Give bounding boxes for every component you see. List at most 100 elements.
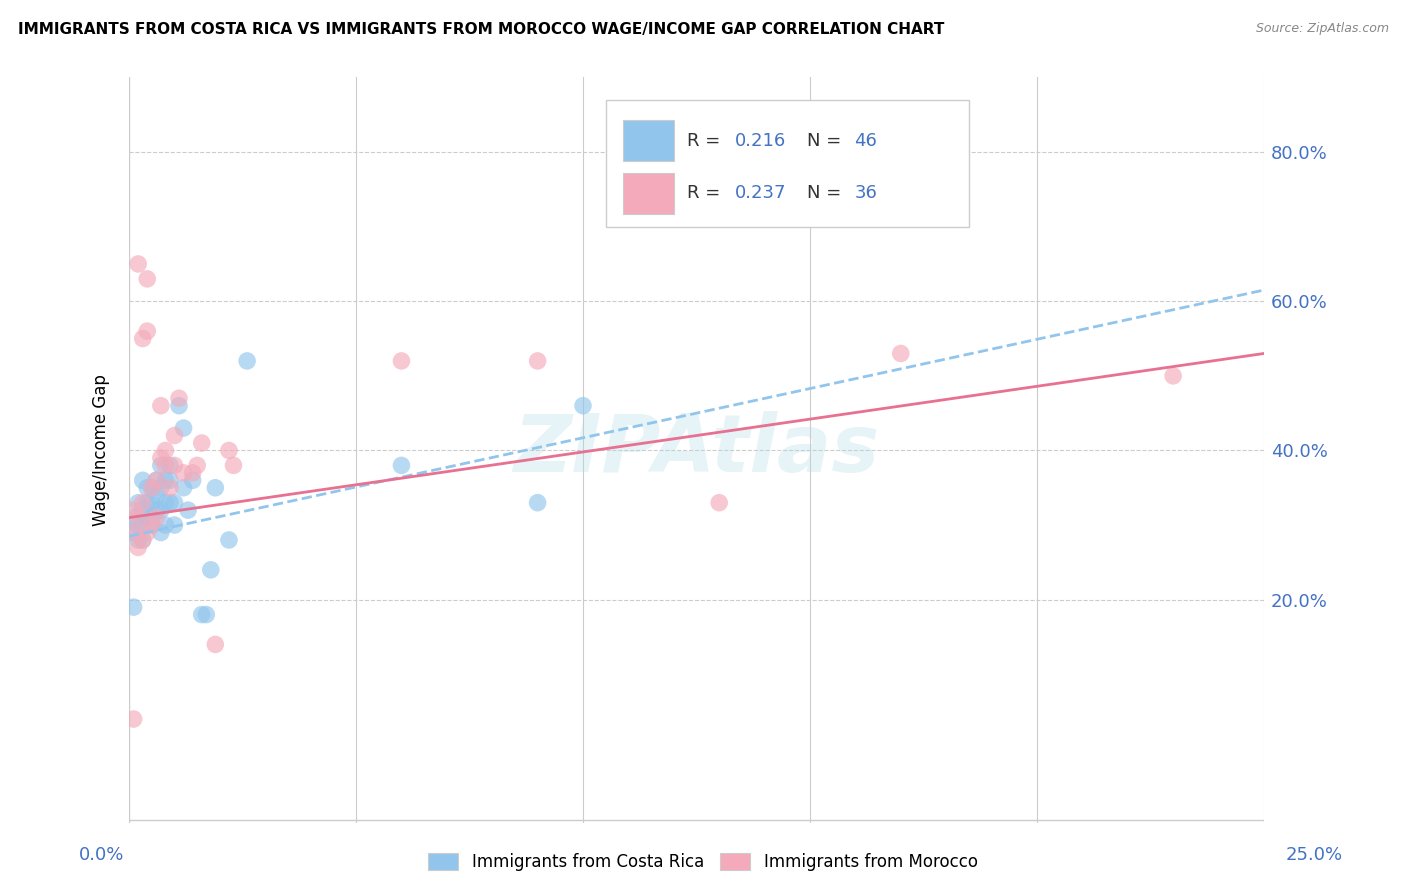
Text: 46: 46 — [855, 132, 877, 150]
Point — [890, 346, 912, 360]
Point — [122, 525, 145, 540]
Point — [141, 518, 163, 533]
Bar — [623, 120, 673, 161]
Point — [141, 481, 163, 495]
Point — [136, 481, 159, 495]
Point — [155, 473, 177, 487]
Point — [159, 473, 181, 487]
Point — [145, 503, 167, 517]
Text: ZIPAtlas: ZIPAtlas — [513, 411, 880, 490]
Text: N =: N = — [807, 184, 846, 202]
Point — [572, 399, 595, 413]
Point — [222, 458, 245, 473]
Point — [131, 496, 153, 510]
Point — [136, 510, 159, 524]
Point — [122, 510, 145, 524]
Point — [122, 600, 145, 615]
Point — [173, 421, 195, 435]
Point — [136, 496, 159, 510]
Point — [155, 496, 177, 510]
Point — [167, 399, 190, 413]
Point — [131, 473, 153, 487]
Point — [136, 272, 159, 286]
Point — [163, 458, 186, 473]
Point — [159, 458, 181, 473]
Point — [204, 481, 226, 495]
Point — [136, 525, 159, 540]
Point — [391, 354, 413, 368]
Text: 0.216: 0.216 — [735, 132, 786, 150]
Point — [218, 533, 240, 547]
Point — [127, 510, 149, 524]
Point — [173, 481, 195, 495]
Text: R =: R = — [688, 184, 727, 202]
Point — [127, 496, 149, 510]
Text: 0.0%: 0.0% — [79, 846, 124, 863]
Point — [391, 458, 413, 473]
Point — [141, 510, 163, 524]
Point — [145, 473, 167, 487]
Point — [155, 458, 177, 473]
Text: 36: 36 — [855, 184, 877, 202]
Point — [709, 496, 731, 510]
Point — [127, 533, 149, 547]
Point — [131, 332, 153, 346]
Point — [195, 607, 218, 622]
Point — [163, 428, 186, 442]
Point — [163, 518, 186, 533]
Text: 0.237: 0.237 — [735, 184, 786, 202]
Point — [155, 443, 177, 458]
Point — [127, 541, 149, 555]
Point — [149, 450, 172, 465]
Bar — [623, 172, 673, 213]
Text: R =: R = — [688, 132, 727, 150]
Point — [122, 712, 145, 726]
Point — [141, 518, 163, 533]
FancyBboxPatch shape — [606, 100, 969, 227]
Text: 25.0%: 25.0% — [1286, 846, 1343, 863]
Point — [136, 324, 159, 338]
Point — [204, 637, 226, 651]
Point — [149, 458, 172, 473]
Point — [155, 518, 177, 533]
Point — [181, 466, 204, 480]
Point — [149, 399, 172, 413]
Point — [163, 496, 186, 510]
Point — [526, 496, 548, 510]
Point — [131, 533, 153, 547]
Point — [131, 518, 153, 533]
Point — [218, 443, 240, 458]
Point — [131, 533, 153, 547]
Point — [145, 510, 167, 524]
Point — [1161, 368, 1184, 383]
Point — [122, 525, 145, 540]
Point — [526, 354, 548, 368]
Point — [145, 488, 167, 502]
Point — [181, 473, 204, 487]
Text: IMMIGRANTS FROM COSTA RICA VS IMMIGRANTS FROM MOROCCO WAGE/INCOME GAP CORRELATIO: IMMIGRANTS FROM COSTA RICA VS IMMIGRANTS… — [18, 22, 945, 37]
Point — [145, 473, 167, 487]
Y-axis label: Wage/Income Gap: Wage/Income Gap — [93, 375, 110, 526]
Point — [149, 525, 172, 540]
Legend: Immigrants from Costa Rica, Immigrants from Morocco: Immigrants from Costa Rica, Immigrants f… — [420, 845, 986, 880]
Point — [127, 518, 149, 533]
Point — [236, 354, 259, 368]
Text: N =: N = — [807, 132, 846, 150]
Point — [159, 481, 181, 495]
Point — [167, 391, 190, 405]
Point — [141, 496, 163, 510]
Text: Source: ZipAtlas.com: Source: ZipAtlas.com — [1256, 22, 1389, 36]
Point — [200, 563, 222, 577]
Point — [159, 496, 181, 510]
Point — [149, 503, 172, 517]
Point — [122, 503, 145, 517]
Point — [173, 466, 195, 480]
Point — [186, 458, 208, 473]
Point — [190, 607, 212, 622]
Point — [149, 481, 172, 495]
Point — [190, 436, 212, 450]
Point — [131, 503, 153, 517]
Point — [141, 481, 163, 495]
Point — [177, 503, 200, 517]
Point — [127, 257, 149, 271]
